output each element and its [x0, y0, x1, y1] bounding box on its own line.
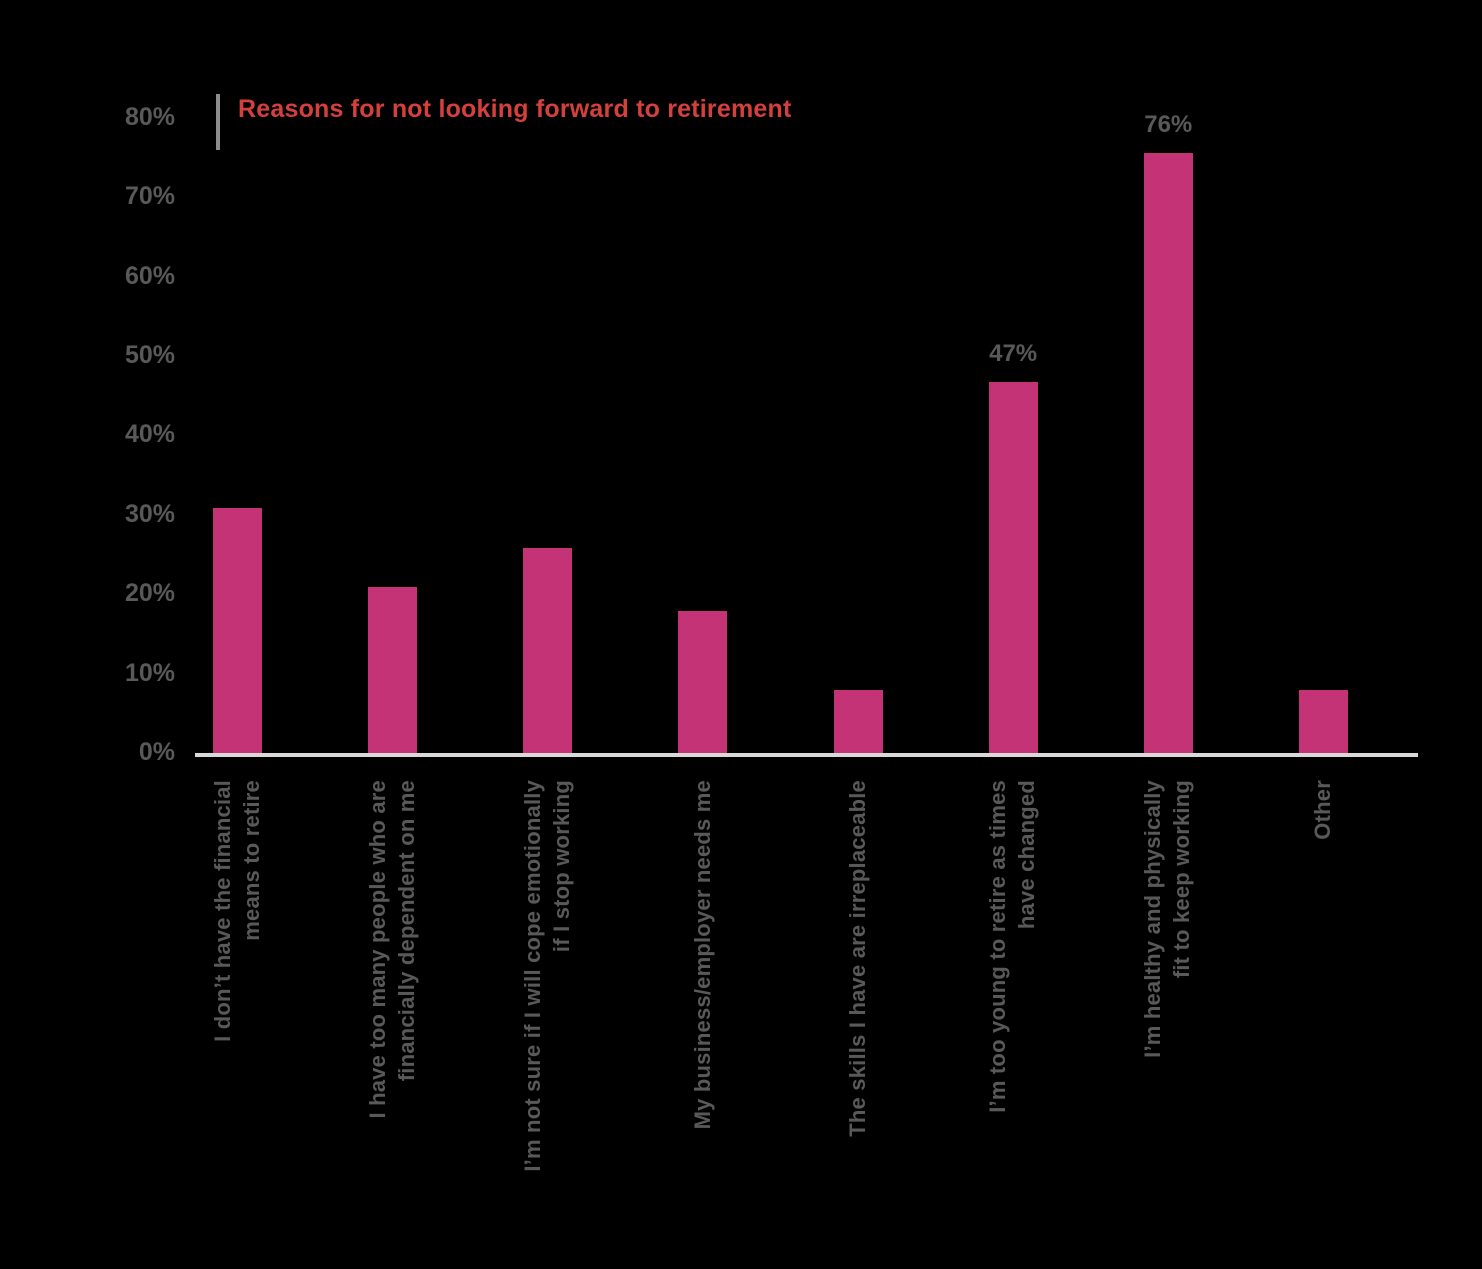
category-label: I’m too young to retire as times have ch… — [985, 780, 1040, 1113]
y-axis-tick-label: 40% — [124, 420, 175, 449]
y-axis-tick-label: 60% — [124, 261, 175, 290]
x-axis-line — [195, 753, 1418, 757]
y-axis-tick-label: 70% — [124, 182, 175, 211]
y-axis-tick-label: 10% — [124, 658, 175, 687]
category-label: Other — [1310, 780, 1336, 840]
bar — [1143, 152, 1193, 753]
title-accent-bar — [216, 94, 220, 150]
category-label: I don’t have the financial means to reti… — [209, 780, 264, 1042]
chart-title: Reasons for not looking forward to retir… — [238, 95, 792, 123]
category-label: My business/employer needs me — [689, 780, 715, 1130]
y-axis-tick-label: 0% — [138, 738, 175, 766]
bar — [988, 381, 1038, 753]
y-axis-tick-label: 20% — [124, 579, 175, 608]
chart-title-group: Reasons for not looking forward to retir… — [216, 94, 792, 150]
bar — [1298, 689, 1348, 753]
category-label: I have too many people who are financial… — [365, 780, 419, 1119]
bar-value-label: 47% — [989, 339, 1038, 367]
y-axis-tick-label: 50% — [124, 341, 175, 369]
category-label: I’m not sure if I will cope emotionally … — [520, 780, 574, 1172]
bar — [523, 547, 573, 753]
y-axis-tick-label: 80% — [124, 102, 175, 131]
bar — [678, 610, 728, 753]
y-axis-tick-label: 30% — [124, 499, 175, 528]
bar-value-label: 76% — [1144, 110, 1193, 138]
category-label: The skills I have are irreplaceable — [844, 780, 870, 1137]
bar — [368, 587, 418, 753]
category-label: I’m healthy and physically fit to keep w… — [1140, 780, 1195, 1058]
bar — [213, 508, 262, 753]
bar — [833, 689, 883, 753]
